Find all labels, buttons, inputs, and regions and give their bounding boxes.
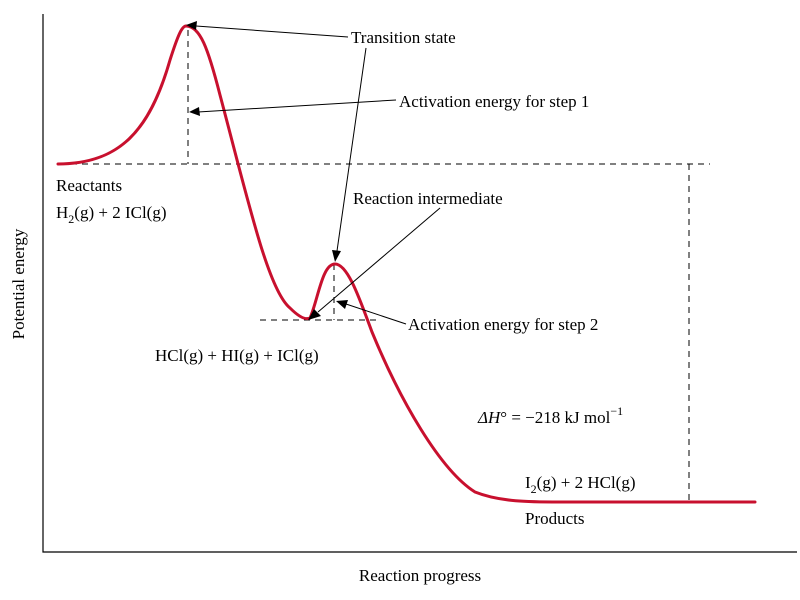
energy-curve: [56, 24, 757, 504]
arrowhead-icon: [336, 300, 348, 309]
arrowhead-icon: [308, 309, 321, 320]
y-axis-label: Potential energy: [9, 228, 28, 339]
products-title: Products: [525, 509, 585, 528]
activation-step1-label: Activation energy for step 1: [399, 92, 589, 111]
x-axis-label: Reaction progress: [359, 566, 481, 585]
intermediate-species-label: HCl(g) + HI(g) + ICl(g): [155, 346, 319, 365]
activation-step2-label: Activation energy for step 2: [408, 315, 598, 334]
activation2-arrow: [345, 303, 407, 325]
intermediate-arrow: [317, 207, 441, 313]
transition-state-label: Transition state: [351, 28, 456, 47]
arrowhead-icon: [186, 21, 197, 30]
arrowhead-icon: [189, 107, 200, 116]
reaction-intermediate-label: Reaction intermediate: [353, 189, 503, 208]
products-formula: I2(g) + 2 HCl(g): [525, 473, 636, 496]
reactants-formula: H2(g) + 2 ICl(g): [56, 203, 167, 226]
transition-state-arrow-2: [336, 47, 367, 252]
arrowhead-icon: [332, 250, 341, 262]
reactants-title: Reactants: [56, 176, 122, 195]
transition-state-arrow-1: [195, 25, 349, 38]
axes-frame: [42, 14, 797, 553]
enthalpy-label: ΔH° = −218 kJ mol−1: [477, 404, 623, 427]
activation1-arrow: [197, 99, 397, 113]
